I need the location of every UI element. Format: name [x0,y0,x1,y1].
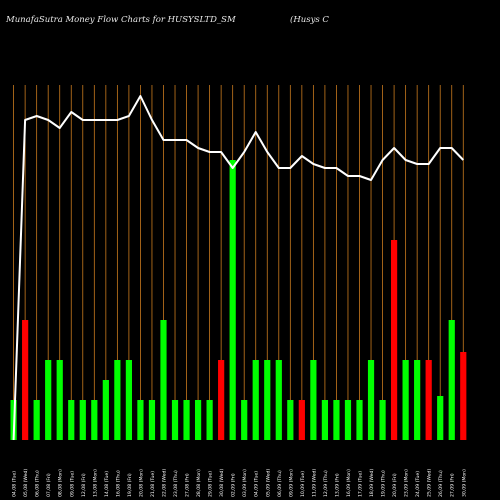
volume-bar [460,352,467,440]
volume-bar [33,400,40,440]
x-tick-label: 06,09 (Thu) [277,470,283,497]
volume-bar [448,320,455,440]
x-tick-label: 16,08 (Thu) [115,470,121,497]
volume-bar [264,360,271,440]
x-tick-label: 24,09 (Tue) [415,471,421,497]
x-tick-label: 05,08 (Wed) [23,469,29,497]
volume-bar [379,400,386,440]
volume-bar [414,360,421,440]
volume-bar [114,360,121,440]
volume-bar [45,360,52,440]
x-tick-label: 19,09 (Thu) [381,470,387,497]
volume-bar [287,400,294,440]
x-tick-label: 22,08 (Wed) [161,469,167,497]
volume-bar [68,400,75,440]
x-tick-label: 28,08 (Mon) [196,469,202,497]
x-tick-label: 14,08 (Tue) [104,471,110,497]
volume-bar [390,240,398,440]
volume-bars [10,160,467,440]
volume-bar [356,400,363,440]
price-line [12,95,465,441]
volume-bar [206,400,213,440]
volume-bar [171,400,179,440]
x-tick-label: 08,08 (Mon) [58,469,64,497]
x-tick-label: 26,09 (Thu) [438,470,444,497]
volume-bar [298,400,305,440]
price-line-group [12,95,465,441]
volume-bar [218,360,225,440]
x-tick-label: 18,09 (Wed) [369,469,375,497]
volume-bar [137,400,144,440]
x-tick-label: 10,09 (Tue) [300,471,306,497]
x-tick-labels: 04,08 (Tue) 05,08 (Wed) 06,08 (Thu) 07,08 (… [12,469,468,497]
volume-bar [333,400,340,440]
volume-bar [79,400,86,440]
x-tick-label: 12,09 (Thu) [323,470,329,497]
x-tick-label: 07,08 (Fri) [46,473,52,497]
volume-bar [194,400,202,440]
x-tick-label: 29,08 (Tue) [208,471,214,497]
x-tick-label: 30,08 (Wed) [219,469,225,497]
x-tick-label: 16,09 (Mon) [346,469,352,497]
chart-title-right: (Husys C [290,15,329,25]
x-tick-label: 03,09 (Mon) [242,469,248,497]
volume-bar [402,360,409,440]
chart-title: MunafaSutra Money Flow Charts for HUSYSL… [6,15,236,25]
x-tick-label: 21,08 (Tue) [150,471,156,497]
volume-bar [148,400,156,440]
volume-bar [437,396,444,440]
x-tick-label: 04,08 (Tue) [12,471,18,497]
x-tick-label: 04,09 (Tue) [254,471,260,497]
volume-bar [102,380,109,440]
x-tick-label: 12,08 (Fri) [81,473,87,497]
x-tick-label: 20,08 (Mon) [138,469,144,497]
volume-bar [241,400,248,440]
volume-bar [160,320,167,440]
x-tick-label: 23,09 (Mon) [404,469,410,497]
x-tick-label: 06,08 (Thu) [35,470,41,497]
x-tick-label: 17,09 (Tue) [358,471,364,497]
volume-bar [183,400,190,440]
x-tick-label: 23,08 (Thu) [173,470,179,497]
volume-bar [91,400,98,440]
x-tick-label: 13,09 (Fri) [334,473,340,497]
x-tick-label: 27,08 (Fri) [185,473,191,497]
x-tick-label: 30,09 (Mon) [461,469,467,497]
volume-bar [252,360,259,440]
volume-bar [367,360,375,440]
x-tick-label: 19,08 (Fri) [127,473,133,497]
volume-bar [275,360,282,440]
x-tick-label: 27,09 (Fri) [450,473,456,497]
x-tick-label: 20,09 (Fri) [392,473,398,497]
volume-bar [229,160,236,440]
volume-bar [425,360,432,440]
volume-bar [321,400,329,440]
volume-bar [310,360,317,440]
x-tick-label: 25,09 (Wed) [427,469,433,497]
volume-bar [344,400,352,440]
x-tick-label: 09,08 (Tue) [69,471,75,497]
volume-bar [22,320,29,440]
x-tick-label: 02,09 (Fri) [231,473,237,497]
volume-bar [56,360,63,440]
x-tick-label: 13,08 (Mon) [92,469,98,497]
x-tick-label: 11,09 (Wed) [311,469,317,497]
x-tick-label: 09,09 (Mon) [288,469,294,497]
x-tick-label: 05,09 (Wed) [265,469,271,497]
volume-bar [125,360,132,440]
